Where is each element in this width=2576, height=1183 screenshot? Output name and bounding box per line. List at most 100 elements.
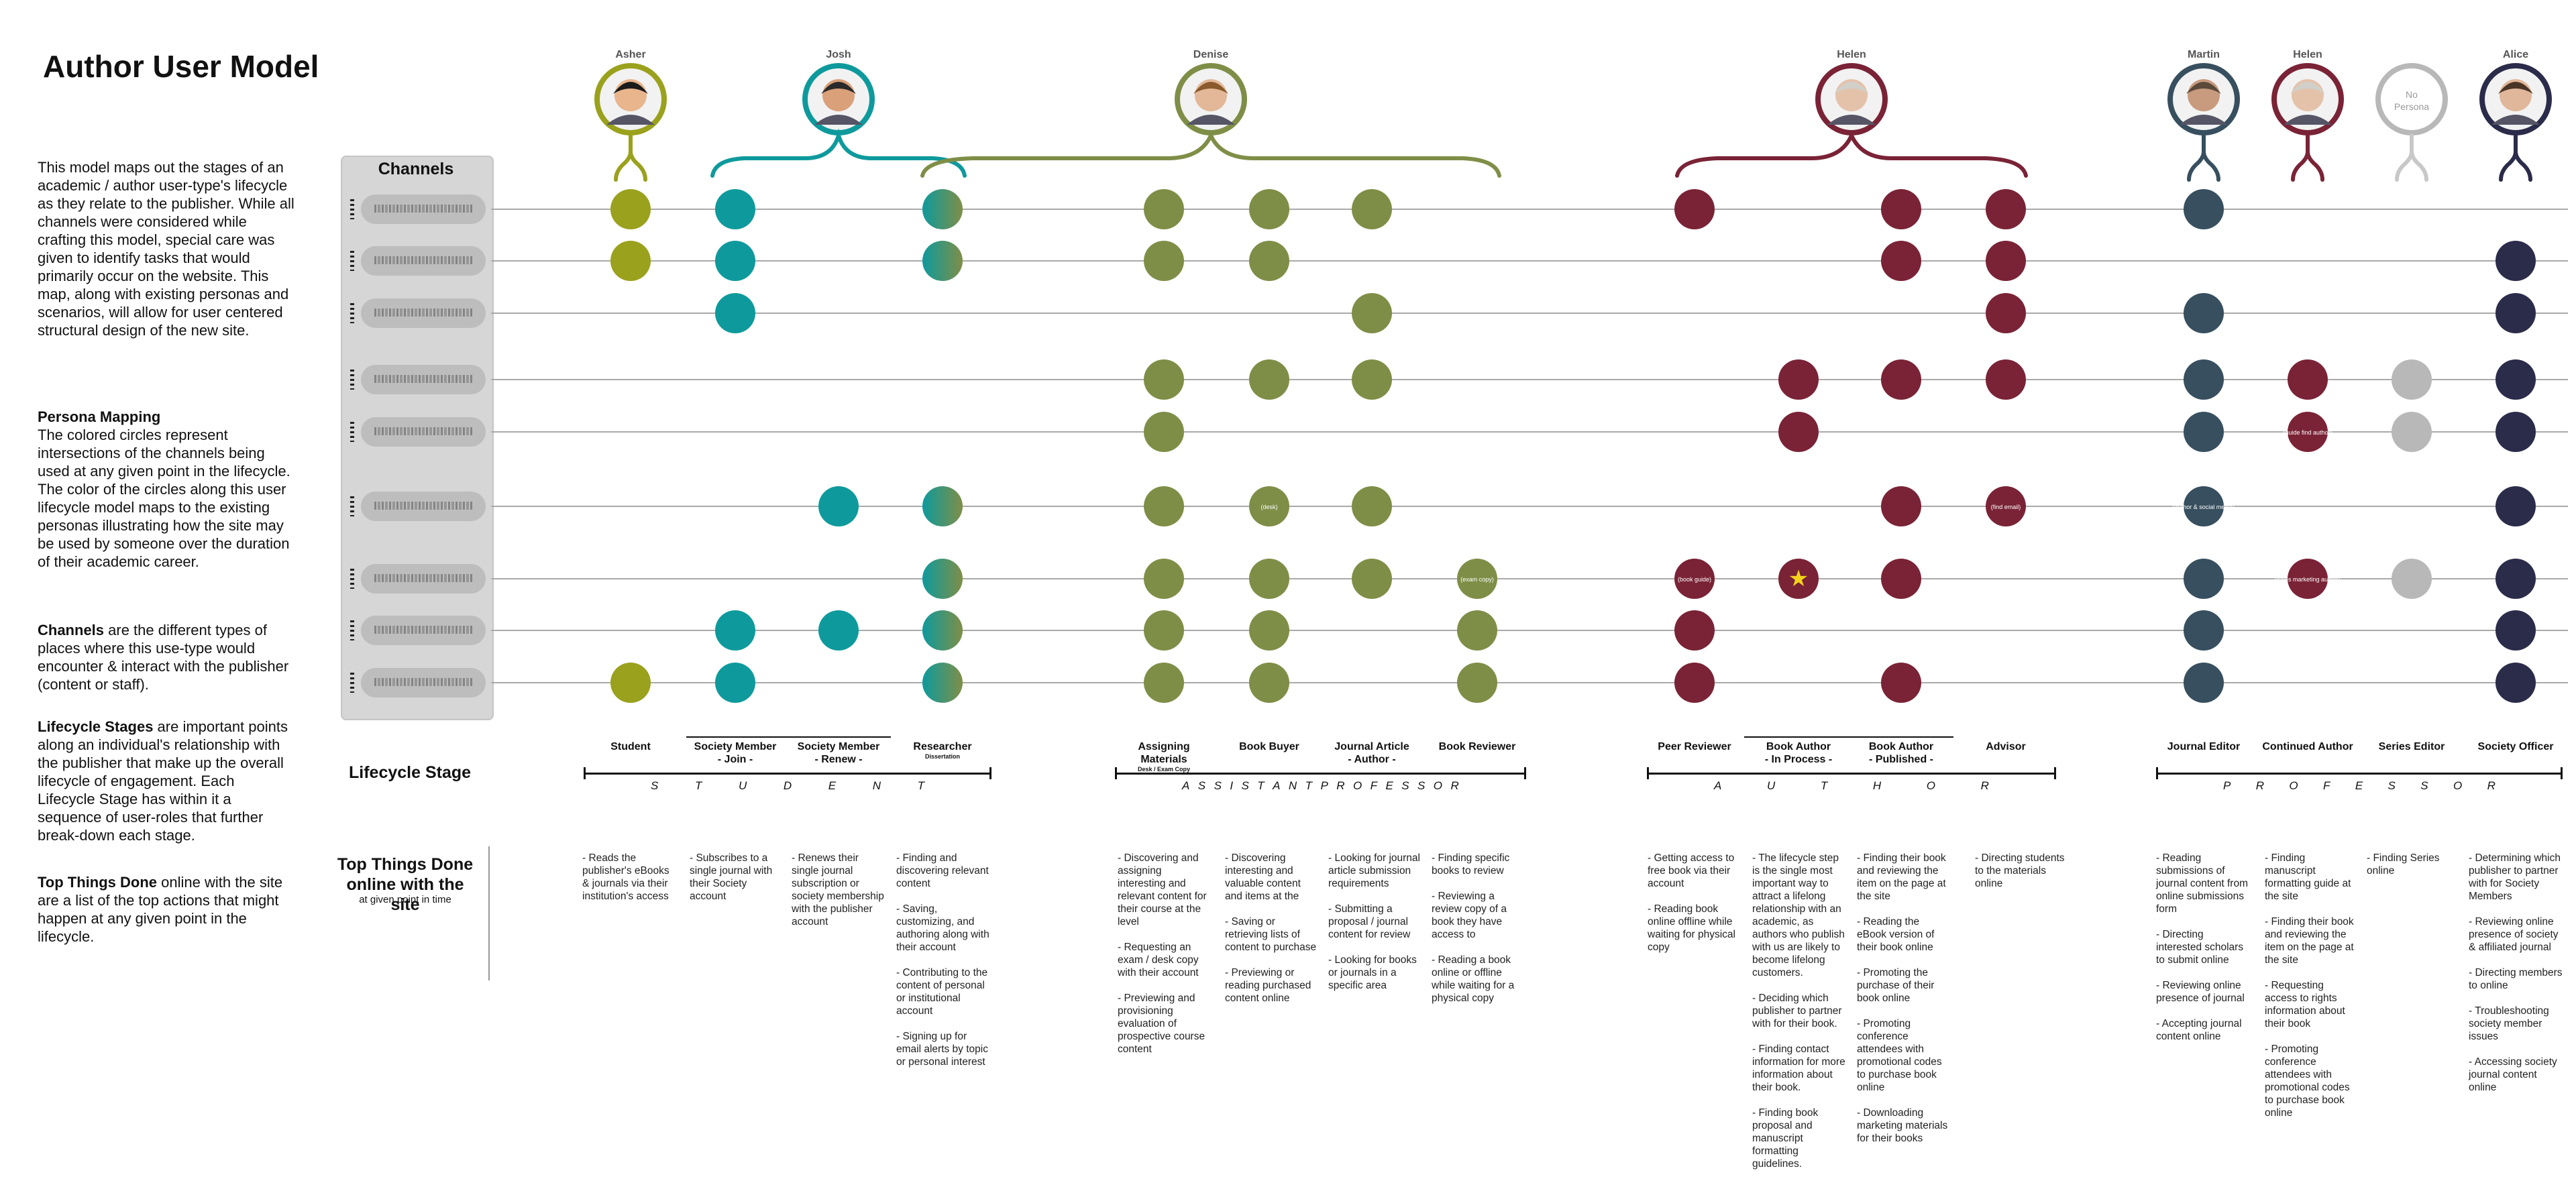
persona-connector <box>629 150 647 182</box>
task-item: - Reading book online offline while wait… <box>1648 903 1735 953</box>
intersection-dot <box>715 293 755 333</box>
phase-letter: R <box>1336 779 1345 792</box>
intersection-dot <box>1249 359 1289 400</box>
task-item: - Finding book proposal and manuscript f… <box>1752 1107 1819 1170</box>
lifecycle-heading-inline: Lifecycle Stages <box>38 718 154 735</box>
phase-letter: S <box>1214 779 1222 792</box>
task-item: - Reading the eBook version of their boo… <box>1857 916 1935 953</box>
persona-connector <box>2410 150 2428 182</box>
stage-label: Journal Article - Author - <box>1322 740 1422 766</box>
intersection-dot <box>1778 559 1819 599</box>
task-column: - Looking for journal article submission… <box>1328 852 1422 1005</box>
task-item: - Directing members to online <box>2469 967 2563 991</box>
stage-label: Society Officer <box>2465 740 2566 753</box>
phase-letter: P <box>2223 779 2231 792</box>
task-item: - Requesting access to rights informatio… <box>2265 980 2345 1029</box>
task-item: - Discovering and assigning interesting … <box>1118 852 1207 927</box>
intersection-dot <box>2184 359 2224 400</box>
top-things-paragraph: Top Things Done online with the site are… <box>38 873 296 946</box>
phase-letter: S <box>2387 779 2396 792</box>
intersection-dot <box>1144 189 1184 229</box>
star-icon: ★ <box>1788 566 1809 592</box>
intersection-dot <box>715 610 755 651</box>
intersection-dot <box>1249 486 1289 526</box>
intersection-dot <box>1457 663 1497 703</box>
phase-letter: R <box>1980 779 1989 792</box>
channel-line <box>491 431 2568 433</box>
intersection-dot <box>1352 189 1392 229</box>
channel-line <box>491 578 2568 579</box>
phase-letter: E <box>1385 779 1393 792</box>
persona-connector <box>2514 150 2532 182</box>
stage-label-text: Book Author <box>1766 741 1831 752</box>
channels-paragraph: Channels are the different types of plac… <box>38 621 296 693</box>
persona-hair <box>613 82 648 94</box>
stage-sublabel: Desk / Exam Copy <box>1137 766 1191 773</box>
stage-label-text: Journal Article <box>1334 741 1409 752</box>
task-item: - Subscribes to a single journal with th… <box>690 852 773 902</box>
task-item: - Finding manuscript formatting guide at… <box>2265 852 2351 902</box>
phase-letter: O <box>2453 779 2463 792</box>
task-item: - Downloading marketing materials for th… <box>1857 1107 1948 1144</box>
persona-connector <box>2291 133 2310 182</box>
stage-label-text: Peer Reviewer <box>1658 741 1731 752</box>
task-column: - Finding their book and reviewing the i… <box>1857 852 1951 1158</box>
phase-letter: R <box>1450 779 1459 792</box>
channel-marker <box>350 370 354 390</box>
task-item: - Accepting journal content online <box>2156 1018 2242 1042</box>
channel-line <box>491 682 2568 683</box>
intersection-dot <box>1352 293 1392 333</box>
intersection-dot <box>2496 359 2536 400</box>
intersection-dot <box>2496 663 2536 703</box>
intersection-dot <box>610 189 651 229</box>
channels-title: Channels <box>378 160 454 178</box>
task-item: - Deciding which publisher to partner wi… <box>1752 993 1842 1029</box>
intersection-dot <box>1144 663 1184 703</box>
dot-annotation: (find email) <box>1991 504 2021 510</box>
persona-name: Denise <box>1193 49 1229 60</box>
intersection-dot <box>2288 559 2328 599</box>
phase-letter: R <box>2255 779 2265 792</box>
intersection-dot <box>1674 610 1715 651</box>
stage-label: Book Author - Published - <box>1851 740 1951 766</box>
phase-bar <box>1647 773 2056 775</box>
persona-shoulders <box>606 115 655 125</box>
stage-label-text: Book Author <box>1868 741 1934 752</box>
channel-label-1 <box>361 194 486 224</box>
phase-letter: U <box>1766 779 1776 792</box>
task-item: - Reading submissions of journal content… <box>2156 852 2248 915</box>
stage-label: Assigning Materials Desk / Exam Copy <box>1114 740 1214 773</box>
channel-marker <box>350 303 354 323</box>
intersection-dot <box>2184 189 2224 229</box>
intersection-dot <box>1778 412 1819 452</box>
intersection-dot <box>1674 663 1715 703</box>
channel-marker <box>350 673 354 693</box>
phase-bar-end <box>1524 767 1526 779</box>
intersection-dot <box>2392 412 2432 452</box>
persona-connector <box>2187 133 2206 182</box>
task-item: - Saving, customizing, and authoring alo… <box>896 903 989 953</box>
task-item: - Reading a book online or offline while… <box>1432 954 1515 1004</box>
channel-marker <box>350 251 354 271</box>
task-item: - Directing students to the materials on… <box>1975 852 2065 889</box>
intersection-dot <box>2288 359 2328 400</box>
stage-label: Continued Author <box>2257 740 2358 753</box>
channel-marker <box>350 199 354 219</box>
intersection-dot <box>2496 559 2536 599</box>
phase-letter: E <box>2355 779 2363 792</box>
persona-shoulders <box>2180 115 2228 125</box>
persona-shoulders <box>814 115 863 125</box>
persona-mapping-heading: Persona Mapping <box>38 408 161 425</box>
persona-hair <box>1834 82 1869 94</box>
intersection-dot <box>610 663 651 703</box>
channel-label-7 <box>361 564 486 594</box>
phase-bar-end <box>2561 767 2563 779</box>
intersection-dot <box>715 663 755 703</box>
phase-letter: O <box>2289 779 2298 792</box>
channel-line <box>491 209 2568 210</box>
stage-sublabel: Dissertation <box>924 753 960 760</box>
task-column: - Discovering interesting and valuable c… <box>1225 852 1319 1017</box>
task-item: - Saving or retrieving lists of content … <box>1225 916 1317 953</box>
